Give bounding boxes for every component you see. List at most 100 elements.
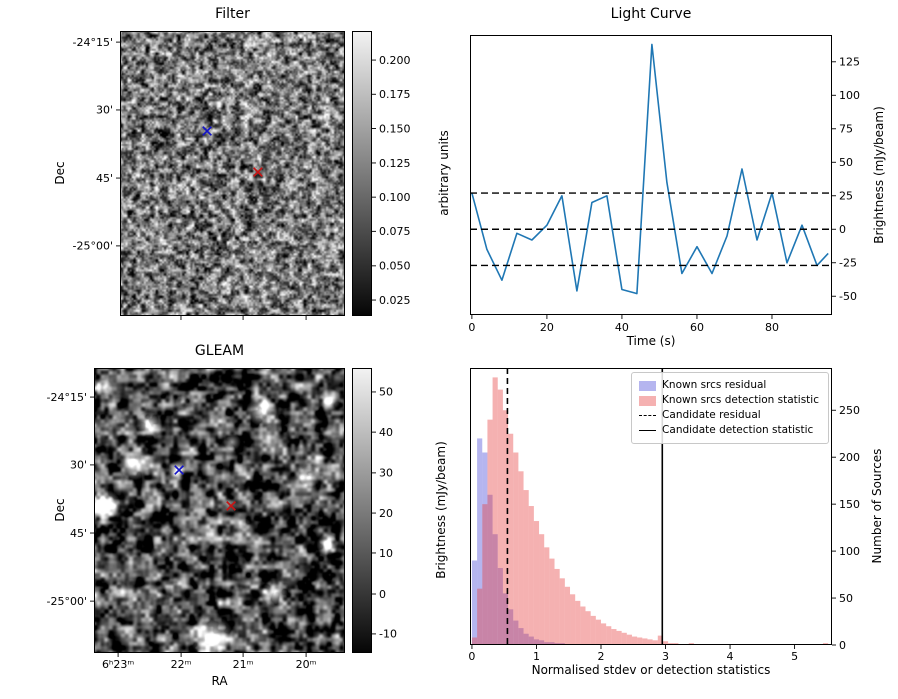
- svg-text:0.125: 0.125: [379, 157, 411, 170]
- hist-bar: [688, 643, 694, 645]
- legend-item-candidate-residual: Candidate residual: [639, 408, 819, 423]
- legend-dashed-line-sample: [639, 415, 657, 416]
- hist-bar: [709, 644, 715, 645]
- gleam-colorbar-label: Brightness (mJy/beam): [434, 441, 448, 579]
- hist-bar: [518, 471, 524, 645]
- svg-text:100: 100: [839, 89, 860, 102]
- hist-bar: [508, 609, 514, 645]
- legend-item-known-residual: Known srcs residual: [639, 378, 819, 393]
- hist-bar: [502, 593, 509, 645]
- svg-text:75: 75: [839, 123, 853, 136]
- svg-text:0: 0: [839, 223, 846, 236]
- svg-text:3: 3: [662, 650, 669, 663]
- histogram-xlabel: Normalised stdev or detection statistics: [531, 663, 771, 677]
- svg-text:-25°00': -25°00': [47, 595, 88, 608]
- hist-bar: [606, 626, 612, 645]
- svg-text:45': 45': [70, 527, 87, 540]
- hist-bar: [662, 641, 669, 645]
- hist-bar: [626, 634, 632, 645]
- svg-text:250: 250: [839, 404, 860, 417]
- svg-text:30': 30': [70, 459, 87, 472]
- legend-item-known-detstat: Known srcs detection statistic: [639, 393, 819, 408]
- svg-text:10: 10: [379, 547, 393, 560]
- svg-text:0.150: 0.150: [379, 122, 411, 135]
- light-curve-title: Light Curve: [610, 6, 692, 22]
- gleam-image: [94, 368, 345, 653]
- hist-bar: [575, 644, 581, 645]
- svg-text:30: 30: [379, 467, 393, 480]
- legend-label-candidate-residual: Candidate residual: [662, 409, 761, 421]
- filter-colorbar-label: arbitrary units: [437, 130, 451, 216]
- legend-label-candidate-detstat: Candidate detection statistic: [662, 424, 814, 436]
- hist-bar: [513, 620, 519, 645]
- svg-text:0.025: 0.025: [379, 294, 411, 307]
- svg-text:60: 60: [690, 321, 704, 334]
- hist-bar: [678, 644, 684, 645]
- hist-bar: [595, 619, 601, 645]
- hist-bar: [471, 637, 478, 645]
- hist-bar: [559, 578, 565, 645]
- svg-text:0: 0: [379, 588, 386, 601]
- hist-bar: [518, 628, 524, 645]
- svg-text:50: 50: [839, 592, 853, 605]
- hist-bar: [585, 611, 591, 645]
- filter-title: Filter: [215, 6, 250, 22]
- hist-bar: [533, 639, 540, 645]
- svg-text:-50: -50: [839, 290, 857, 303]
- legend-label-known-detstat: Known srcs detection statistic: [662, 394, 819, 406]
- hist-bar: [492, 534, 498, 645]
- hist-bar: [585, 644, 591, 645]
- hist-bar: [621, 632, 627, 645]
- svg-text:6ʰ23ᵐ: 6ʰ23ᵐ: [102, 658, 134, 671]
- hist-bar: [513, 452, 519, 645]
- svg-text:0: 0: [468, 321, 475, 334]
- hist-bar: [559, 643, 565, 645]
- svg-text:0.075: 0.075: [379, 225, 411, 238]
- hist-bar: [647, 639, 653, 645]
- svg-text:0.100: 0.100: [379, 191, 411, 204]
- svg-text:5: 5: [791, 650, 798, 663]
- hist-bar: [570, 644, 576, 645]
- hist-bar: [570, 594, 576, 645]
- hist-bar: [611, 629, 617, 645]
- hist-bar: [539, 640, 545, 645]
- svg-text:-24°15': -24°15': [47, 391, 88, 404]
- svg-text:20: 20: [540, 321, 554, 334]
- svg-text:0.200: 0.200: [379, 54, 411, 67]
- hist-bar: [564, 644, 571, 645]
- hist-bar: [735, 644, 741, 645]
- hist-bar: [477, 438, 483, 645]
- hist-bar: [580, 606, 586, 645]
- light-curve-ylabel: Brightness (mJy/beam): [872, 106, 886, 244]
- hist-bar: [492, 377, 498, 645]
- svg-text:-24°15': -24°15': [73, 36, 114, 49]
- hist-bar: [487, 494, 493, 645]
- svg-text:40: 40: [615, 321, 629, 334]
- hist-bar: [761, 644, 767, 645]
- gleam-dec-label: Dec: [53, 498, 67, 522]
- hist-bar: [549, 642, 555, 645]
- hist-bar: [652, 640, 658, 645]
- svg-text:40: 40: [379, 426, 393, 439]
- svg-text:4: 4: [727, 650, 734, 663]
- svg-text:2: 2: [597, 650, 604, 663]
- svg-text:1: 1: [533, 650, 540, 663]
- svg-text:-25: -25: [839, 257, 857, 270]
- legend-swatch-known-detstat: [639, 395, 657, 406]
- light-curve-xlabel: Time (s): [626, 334, 676, 348]
- svg-text:-25°00': -25°00': [73, 240, 114, 253]
- hist-bar: [533, 521, 540, 645]
- hist-bar: [683, 644, 689, 645]
- hist-bar: [724, 644, 731, 645]
- hist-bar: [544, 547, 550, 645]
- hist-bar: [564, 586, 571, 645]
- svg-text:0.175: 0.175: [379, 88, 411, 101]
- legend-label-known-residual: Known srcs residual: [662, 379, 767, 391]
- hist-bar: [502, 410, 509, 645]
- histogram-legend: Known srcs residual Known srcs detection…: [631, 372, 829, 444]
- legend-solid-line-sample: [639, 430, 657, 431]
- hist-bar: [471, 560, 478, 645]
- svg-text:0: 0: [468, 650, 475, 663]
- hist-bar: [637, 637, 643, 645]
